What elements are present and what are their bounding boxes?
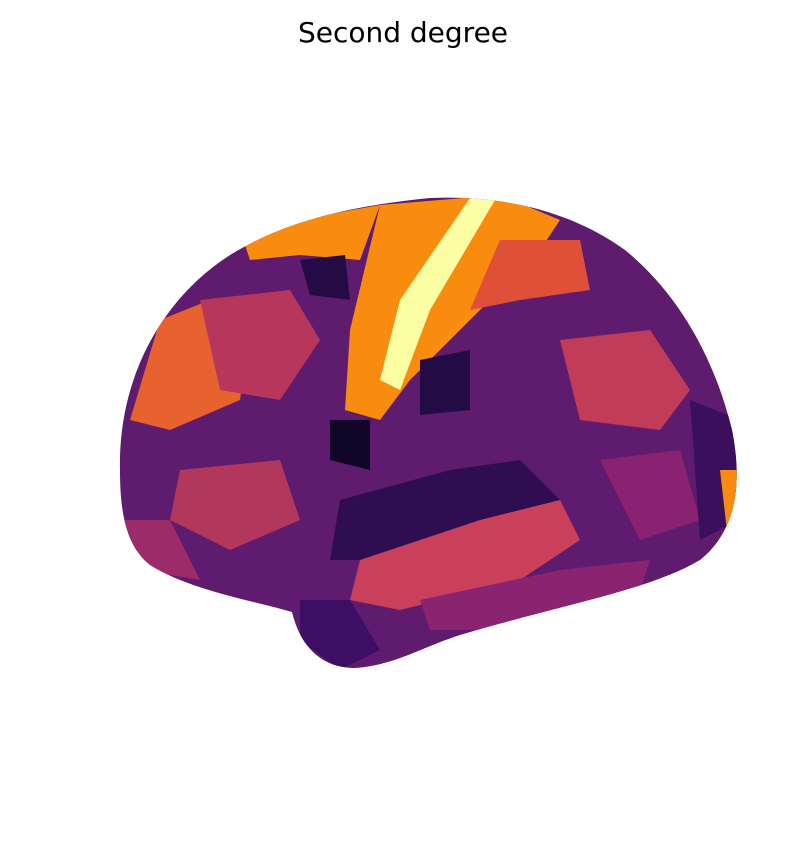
temporal-region bbox=[420, 560, 650, 630]
sylvian-fissure bbox=[330, 460, 560, 560]
region bbox=[720, 470, 737, 540]
region bbox=[560, 330, 690, 430]
brain-surface bbox=[119, 197, 737, 668]
region bbox=[240, 205, 380, 260]
peak-band bbox=[380, 198, 495, 390]
plot-title: Second degree bbox=[298, 16, 508, 49]
region bbox=[470, 240, 590, 310]
region bbox=[170, 460, 300, 550]
region bbox=[200, 290, 320, 400]
temporal-region bbox=[350, 500, 580, 610]
region bbox=[420, 350, 470, 415]
region bbox=[300, 600, 380, 668]
region bbox=[300, 255, 350, 300]
region bbox=[330, 420, 370, 470]
region bbox=[600, 450, 700, 540]
